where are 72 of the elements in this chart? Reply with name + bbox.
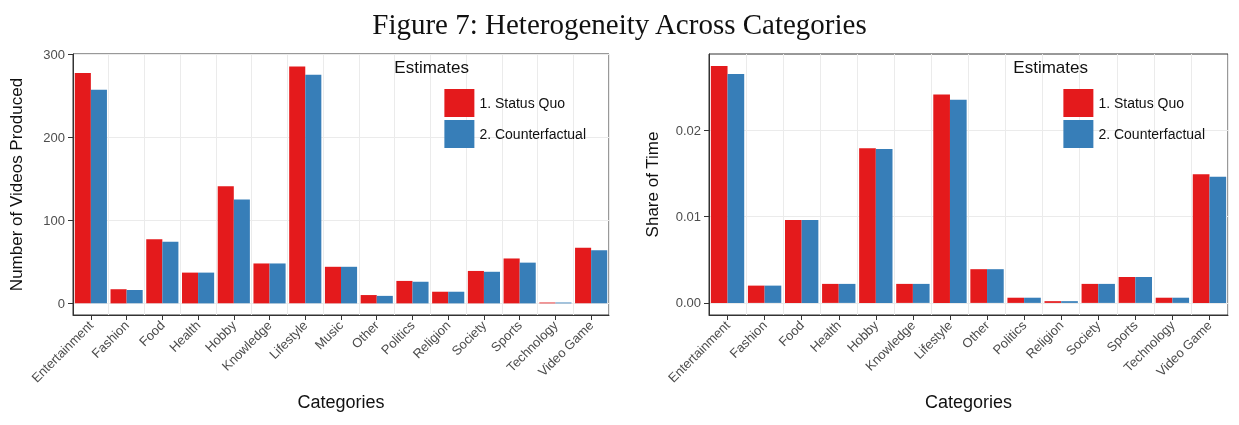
bar: [575, 247, 592, 304]
bar: [233, 199, 250, 304]
bar: [376, 295, 393, 304]
y-tick-label: 0.00: [675, 295, 701, 311]
bar: [503, 258, 520, 304]
bar: [801, 219, 819, 303]
bar: [727, 73, 745, 303]
bar: [912, 283, 930, 303]
bar: [987, 269, 1004, 303]
y-tick-label: 0: [57, 295, 65, 311]
legend-label: 1. Status Quo: [1098, 95, 1185, 111]
bar: [341, 266, 358, 304]
bar: [146, 239, 163, 304]
y-tick-label: 0.01: [675, 208, 701, 224]
bar: [875, 149, 893, 303]
bar: [933, 94, 950, 303]
x-axis-title: Categories: [924, 392, 1013, 412]
bar: [483, 271, 501, 304]
bar: [838, 283, 856, 303]
y-tick-label: 200: [43, 129, 65, 145]
bar: [949, 99, 967, 303]
bar: [1192, 174, 1210, 303]
bar: [1172, 297, 1190, 303]
bar: [198, 272, 215, 304]
legend-label: 2. Counterfactual: [479, 126, 586, 142]
bar: [448, 291, 465, 304]
bar: [1155, 297, 1173, 303]
bar: [1098, 283, 1115, 303]
bar: [785, 219, 802, 303]
bar: [710, 66, 728, 303]
x-axis-title: Categories: [297, 392, 385, 412]
legend-label: 2. Counterfactual: [1098, 126, 1205, 142]
bar: [181, 272, 199, 304]
bar: [217, 186, 234, 304]
bar: [970, 269, 988, 303]
bar: [1081, 283, 1099, 303]
bar: [412, 281, 429, 304]
bar: [126, 290, 143, 304]
bar: [591, 250, 608, 304]
bar: [396, 280, 413, 304]
y-tick-label: 300: [43, 46, 65, 62]
bar: [1024, 297, 1041, 303]
legend-title: Estimates: [394, 58, 470, 77]
bar: [90, 89, 107, 304]
bar: [896, 283, 913, 303]
y-axis-title: Number of Videos Produced: [7, 77, 26, 292]
y-tick-label: 0.02: [675, 122, 701, 138]
y-tick-label: 100: [43, 212, 65, 228]
bar: [467, 270, 484, 304]
bar: [764, 285, 782, 303]
bar: [432, 291, 449, 304]
bar: [162, 241, 179, 304]
bar: [360, 295, 377, 304]
bar: [269, 263, 286, 304]
bar: [305, 74, 322, 304]
bar: [822, 283, 839, 303]
legend-title: Estimates: [1013, 58, 1089, 77]
bar: [1209, 176, 1227, 303]
bar: [747, 285, 765, 303]
bar: [859, 148, 876, 303]
bar: [519, 262, 536, 304]
bar: [1007, 297, 1025, 303]
bar: [324, 266, 341, 304]
legend-label: 1. Status Quo: [479, 95, 566, 111]
bar: [1118, 276, 1136, 303]
bar: [110, 289, 127, 304]
chart-title: Figure 7: Heterogeneity Across Categories: [371, 7, 868, 42]
y-axis-title: Share of Time: [643, 131, 662, 238]
bar: [1135, 276, 1152, 303]
bar: [74, 73, 91, 304]
bar: [253, 263, 270, 304]
bar: [289, 66, 306, 304]
